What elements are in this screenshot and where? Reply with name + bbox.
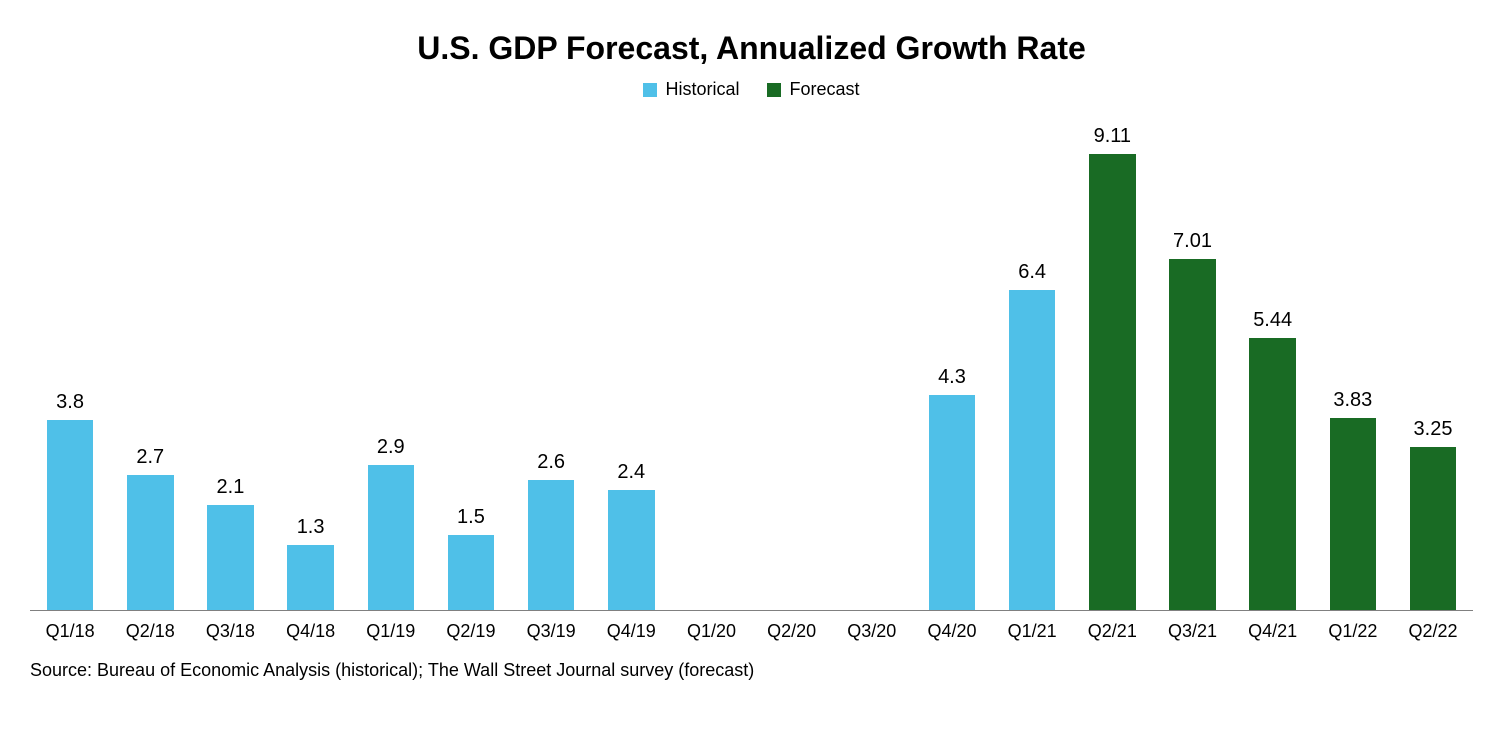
x-tick-label: Q4/19 xyxy=(591,621,671,642)
bars-container: 3.8 2.7 2.1 1.3 2.9 1.5 2.6 2.4 4.3 6.4 9.11 7.01 5.… xyxy=(30,110,1473,610)
bar-value-label: 4.3 xyxy=(938,366,966,389)
bar: 7.01 xyxy=(1169,259,1215,610)
bar-slot: 2.9 xyxy=(351,110,431,610)
legend-swatch xyxy=(643,83,657,97)
x-tick-label: Q4/21 xyxy=(1233,621,1313,642)
bar: 1.5 xyxy=(448,535,494,610)
x-tick-label: Q1/20 xyxy=(671,621,751,642)
bar: 2.1 xyxy=(207,505,253,610)
bar-value-label: 2.6 xyxy=(537,451,565,474)
bar-slot: 2.7 xyxy=(110,110,190,610)
bar: 5.44 xyxy=(1249,338,1295,610)
x-tick-label: Q3/18 xyxy=(190,621,270,642)
bar-slot: 9.11 xyxy=(1072,110,1152,610)
bar: 2.6 xyxy=(528,480,574,610)
bar: 2.4 xyxy=(608,490,654,610)
x-tick-label: Q2/22 xyxy=(1393,621,1473,642)
bar-value-label: 1.5 xyxy=(457,506,485,529)
plot-area: 3.8 2.7 2.1 1.3 2.9 1.5 2.6 2.4 4.3 6.4 9.11 7.01 5.… xyxy=(30,110,1473,611)
bar-slot xyxy=(752,110,832,610)
bar: 9.11 xyxy=(1089,154,1135,610)
x-tick-label: Q2/19 xyxy=(431,621,511,642)
legend-item: Historical xyxy=(643,79,739,100)
bar: 6.4 xyxy=(1009,290,1055,610)
bar-value-label: 6.4 xyxy=(1018,261,1046,284)
bar-value-label: 5.44 xyxy=(1253,309,1292,332)
legend-label: Forecast xyxy=(789,79,859,100)
bar-value-label: 3.8 xyxy=(56,391,84,414)
x-axis: Q1/18Q2/18Q3/18Q4/18Q1/19Q2/19Q3/19Q4/19… xyxy=(30,621,1473,642)
bar-slot xyxy=(671,110,751,610)
bar-value-label: 2.4 xyxy=(617,461,645,484)
bar-value-label: 1.3 xyxy=(297,516,325,539)
bar-slot: 3.83 xyxy=(1313,110,1393,610)
bar-value-label: 2.1 xyxy=(217,476,245,499)
x-tick-label: Q1/22 xyxy=(1313,621,1393,642)
legend-item: Forecast xyxy=(767,79,859,100)
x-tick-label: Q1/19 xyxy=(351,621,431,642)
x-tick-label: Q3/21 xyxy=(1152,621,1232,642)
legend-label: Historical xyxy=(665,79,739,100)
bar-value-label: 9.11 xyxy=(1094,125,1131,148)
gdp-forecast-chart: U.S. GDP Forecast, Annualized Growth Rat… xyxy=(0,0,1503,734)
x-tick-label: Q4/18 xyxy=(271,621,351,642)
bar: 1.3 xyxy=(287,545,333,610)
bar: 3.25 xyxy=(1410,447,1456,610)
bar: 3.83 xyxy=(1330,418,1376,610)
bar-slot: 1.3 xyxy=(271,110,351,610)
bar-slot: 7.01 xyxy=(1152,110,1232,610)
bar-slot: 4.3 xyxy=(912,110,992,610)
x-tick-label: Q1/18 xyxy=(30,621,110,642)
bar-slot xyxy=(832,110,912,610)
bar-slot: 5.44 xyxy=(1233,110,1313,610)
bar-slot: 6.4 xyxy=(992,110,1072,610)
x-tick-label: Q1/21 xyxy=(992,621,1072,642)
bar-value-label: 2.7 xyxy=(136,446,164,469)
x-tick-label: Q2/18 xyxy=(110,621,190,642)
chart-title: U.S. GDP Forecast, Annualized Growth Rat… xyxy=(30,30,1473,67)
source-note: Source: Bureau of Economic Analysis (his… xyxy=(30,660,1473,681)
bar-value-label: 3.25 xyxy=(1414,418,1453,441)
bar: 3.8 xyxy=(47,420,93,610)
bar-value-label: 7.01 xyxy=(1173,230,1212,253)
bar-slot: 3.25 xyxy=(1393,110,1473,610)
bar-slot: 2.1 xyxy=(190,110,270,610)
bar-value-label: 3.83 xyxy=(1333,389,1372,412)
x-tick-label: Q3/20 xyxy=(832,621,912,642)
chart-legend: Historical Forecast xyxy=(30,79,1473,102)
x-tick-label: Q3/19 xyxy=(511,621,591,642)
bar-slot: 2.6 xyxy=(511,110,591,610)
legend-swatch xyxy=(767,83,781,97)
bar: 2.9 xyxy=(368,465,414,610)
bar: 2.7 xyxy=(127,475,173,610)
bar: 4.3 xyxy=(929,395,975,610)
x-tick-label: Q2/21 xyxy=(1072,621,1152,642)
x-tick-label: Q2/20 xyxy=(752,621,832,642)
bar-slot: 3.8 xyxy=(30,110,110,610)
bar-slot: 1.5 xyxy=(431,110,511,610)
bar-slot: 2.4 xyxy=(591,110,671,610)
x-tick-label: Q4/20 xyxy=(912,621,992,642)
bar-value-label: 2.9 xyxy=(377,436,405,459)
